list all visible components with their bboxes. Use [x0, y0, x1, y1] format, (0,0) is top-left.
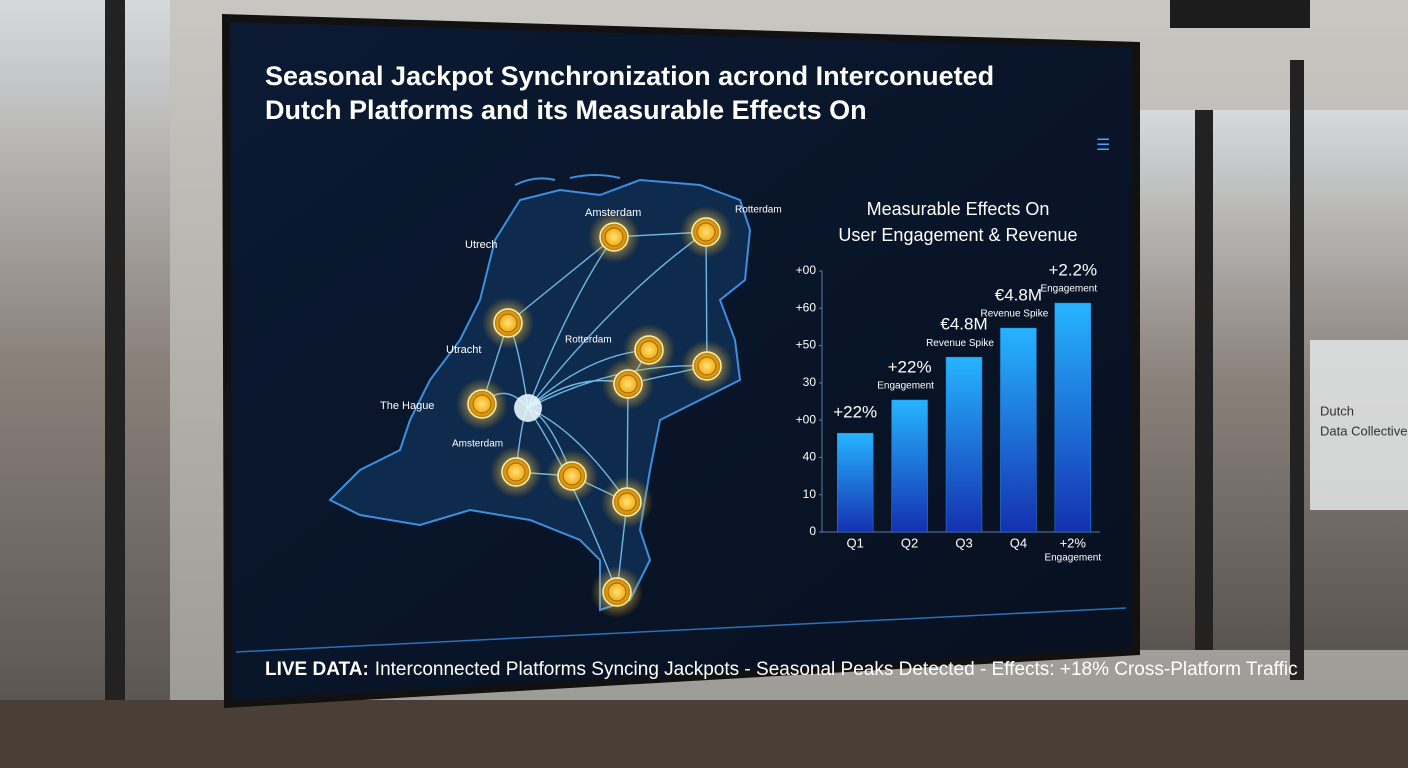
y-tick-label: +60 [796, 300, 817, 314]
coin [599, 222, 629, 252]
y-tick-label: 30 [803, 375, 817, 389]
map-label: Utracht [446, 344, 481, 356]
annotation-note: Revenue Spike [980, 309, 1048, 320]
ticker-label: LIVE DATA: [265, 659, 369, 680]
annotation-value: +22% [888, 357, 932, 376]
coin [602, 577, 632, 607]
window-frame [105, 0, 125, 720]
floor [0, 700, 1408, 768]
x-tick-label: Q4 [1010, 535, 1027, 550]
map-label: Amsterdam [585, 207, 641, 219]
x-tick-label: Q3 [955, 535, 972, 550]
annotation-value: €4.8M [940, 315, 987, 334]
bar [1000, 327, 1037, 533]
annotation-value: +2.2% [1048, 261, 1097, 280]
annotation-note: Engagement [877, 381, 934, 392]
coin-ring [639, 340, 659, 360]
bar [891, 399, 928, 533]
coin [634, 335, 664, 365]
bar-chart: Measurable Effects On User Engagement & … [796, 199, 1102, 564]
screen-title: Dutch Platforms and its Measurable Effec… [265, 95, 867, 125]
coin [557, 461, 587, 491]
x-tick-label: Q2 [901, 535, 918, 550]
y-tick-label: 0 [809, 524, 816, 538]
map-label: Rotterdam [735, 205, 782, 216]
x-tick-note: Engagement [1044, 553, 1101, 564]
bar [945, 356, 983, 533]
y-tick-label: 10 [803, 487, 817, 501]
coin [692, 351, 722, 381]
coin-ring [562, 466, 582, 486]
y-tick-label: +50 [796, 338, 817, 352]
ticker-text: Interconnected Platforms Syncing Jackpot… [375, 659, 1298, 680]
coin [612, 487, 642, 517]
screen-title: Seasonal Jackpot Synchronization acrond … [265, 61, 994, 91]
window-frame [1195, 110, 1213, 650]
map-label: The Hague [380, 400, 434, 412]
annotation-value: €4.8M [995, 286, 1042, 305]
x-tick-label: +2% [1060, 535, 1087, 550]
link [527, 231, 707, 409]
coin-ring [618, 374, 638, 394]
coin-ring [607, 582, 627, 602]
islands [514, 174, 621, 186]
jackpot-nodes [456, 206, 733, 618]
ticker: LIVE DATA: Interconnected Platforms Synci… [265, 659, 1298, 680]
menu-icon[interactable]: ☰ [1096, 137, 1110, 154]
y-tick-label: +00 [796, 263, 817, 277]
coin-ring [697, 356, 717, 376]
bar [836, 432, 874, 533]
coin [493, 308, 523, 338]
annotation-value: +22% [833, 403, 877, 422]
annotation-note: Engagement [1040, 284, 1097, 295]
bar [1054, 302, 1092, 533]
coin [467, 389, 497, 419]
hub-glow [514, 394, 542, 422]
ticker-divider [235, 607, 1127, 653]
wall-sign: Data Collective [1320, 423, 1407, 438]
chart-title: Measurable Effects On [867, 199, 1050, 219]
coin-ring [506, 462, 526, 482]
map: Amsterdam Rotterdam Utrech Utracht Rotte… [328, 174, 782, 618]
y-tick-label: +00 [796, 412, 817, 426]
coin-ring [696, 222, 716, 242]
map-label: Utrech [465, 239, 497, 251]
coin-ring [617, 492, 637, 512]
map-label: Rotterdam [565, 335, 612, 346]
annotation-note: Revenue Spike [926, 338, 994, 349]
coin-ring [472, 394, 492, 414]
coin-ring [498, 313, 518, 333]
window-frame [1290, 60, 1304, 680]
chart-title: User Engagement & Revenue [838, 225, 1077, 245]
coin [691, 217, 721, 247]
coin [613, 369, 643, 399]
y-tick-label: 40 [803, 450, 817, 464]
map-label: Amsterdam [452, 439, 503, 450]
glass-sign [1310, 340, 1408, 510]
wall-sign: Dutch [1320, 403, 1354, 418]
window-left [0, 0, 170, 720]
coin-ring [604, 227, 624, 247]
coin [501, 457, 531, 487]
x-tick-label: Q1 [847, 535, 864, 550]
ceiling-light [1170, 0, 1310, 28]
